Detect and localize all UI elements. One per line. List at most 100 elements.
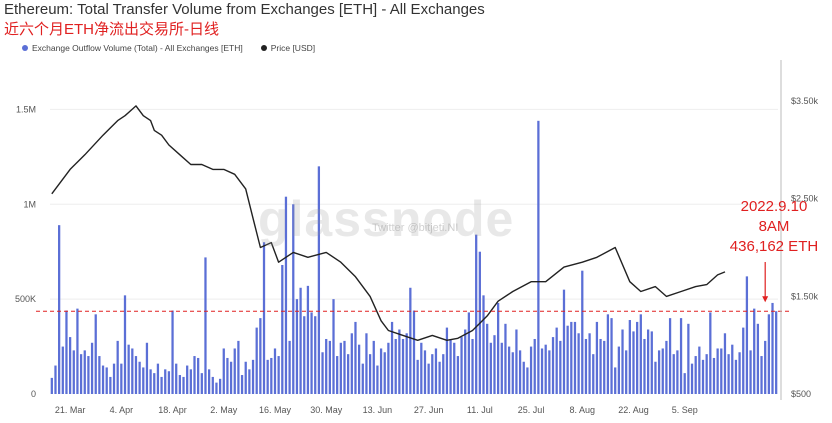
bar-164: [650, 331, 653, 394]
bar-114: [467, 312, 471, 394]
bar-139: [559, 340, 562, 394]
bar-3: [61, 346, 64, 394]
y-right-tick-2: $2.50k: [791, 194, 819, 204]
bar-58: [262, 242, 266, 394]
bar-153: [610, 318, 613, 394]
bar-55: [251, 359, 255, 394]
bar-192: [753, 308, 756, 394]
bar-162: [643, 338, 646, 394]
bar-94: [394, 338, 397, 394]
bar-48: [226, 357, 229, 394]
bar-137: [551, 337, 555, 394]
bar-99: [412, 310, 416, 394]
x-tick-3: 2. May: [210, 405, 238, 415]
bar-184: [723, 333, 727, 394]
bar-166: [657, 350, 661, 394]
bar-29: [156, 363, 160, 394]
bar-173: [683, 373, 686, 394]
bar-196: [767, 314, 770, 394]
bar-132: [533, 338, 536, 394]
bar-148: [592, 354, 595, 394]
bar-27: [149, 369, 152, 394]
bar-31: [164, 369, 167, 394]
bar-24: [138, 361, 141, 394]
bar-88: [372, 340, 375, 394]
bar-112: [460, 337, 463, 394]
bar-156: [621, 329, 624, 394]
bar-77: [332, 299, 335, 394]
bar-127: [515, 329, 518, 394]
bar-126: [511, 352, 514, 394]
annotation-date: 2022.9.10: [740, 198, 808, 215]
bar-70: [306, 285, 310, 394]
bar-119: [486, 323, 489, 394]
bar-190: [745, 276, 749, 394]
bar-175: [690, 363, 694, 394]
bar-97: [405, 333, 408, 394]
legend-item-outflow[interactable]: Exchange Outflow Volume (Total) - All Ex…: [22, 43, 243, 53]
bar-109: [449, 338, 452, 394]
bar-195: [764, 340, 767, 394]
bar-53: [244, 361, 247, 394]
annotation: 2022.9.10 8AM 436,162 ETH: [729, 197, 819, 257]
bar-154: [614, 367, 617, 394]
bar-116: [475, 234, 478, 394]
bar-63: [281, 264, 284, 394]
bar-96: [401, 338, 405, 394]
bar-42: [204, 257, 207, 394]
bar-26: [145, 342, 149, 394]
bar-13: [98, 356, 101, 394]
bar-76: [328, 340, 331, 394]
legend-item-price[interactable]: Price [USD]: [260, 43, 316, 53]
bar-54: [248, 369, 251, 394]
bar-81: [347, 354, 350, 394]
bar-128: [518, 350, 522, 394]
bar-172: [679, 318, 683, 394]
bar-101: [420, 342, 423, 394]
bar-series: [50, 120, 778, 394]
bar-187: [734, 359, 738, 394]
bar-87: [368, 354, 372, 394]
bar-14: [101, 365, 105, 394]
bar-85: [361, 363, 364, 394]
bar-135: [544, 344, 547, 394]
bar-170: [672, 354, 675, 394]
annotation-arrow-head: [762, 296, 769, 303]
bar-25: [142, 367, 145, 394]
bar-86: [365, 333, 368, 394]
bar-60: [270, 357, 273, 394]
bar-9: [83, 350, 86, 394]
bar-72: [314, 316, 317, 394]
bar-168: [665, 340, 668, 394]
bar-185: [727, 354, 730, 394]
bar-69: [303, 316, 306, 394]
bar-141: [566, 325, 569, 394]
bar-59: [266, 359, 269, 394]
bar-93: [390, 321, 394, 394]
x-tick-6: 13. Jun: [363, 405, 393, 415]
bar-62: [277, 356, 280, 394]
bar-125: [507, 346, 511, 394]
y-right-tick-3: $3.50k: [791, 96, 819, 106]
bar-118: [482, 295, 485, 394]
bar-124: [504, 323, 507, 394]
bar-198: [775, 311, 778, 394]
bar-79: [339, 342, 342, 394]
bar-194: [760, 356, 763, 394]
bar-177: [698, 346, 701, 394]
bar-129: [522, 361, 525, 394]
bar-167: [661, 348, 664, 394]
bar-0: [50, 377, 53, 394]
bar-22: [131, 348, 134, 394]
bar-71: [310, 312, 313, 394]
bar-181: [712, 357, 716, 394]
bar-92: [387, 342, 390, 394]
bar-188: [738, 352, 741, 394]
bar-23: [134, 356, 138, 394]
bar-56: [255, 327, 258, 394]
bar-44: [211, 376, 214, 394]
bar-47: [222, 348, 225, 394]
bar-155: [617, 346, 620, 394]
y-left-tick-1: 500K: [15, 294, 36, 304]
legend-label-price: Price [USD]: [270, 43, 316, 53]
